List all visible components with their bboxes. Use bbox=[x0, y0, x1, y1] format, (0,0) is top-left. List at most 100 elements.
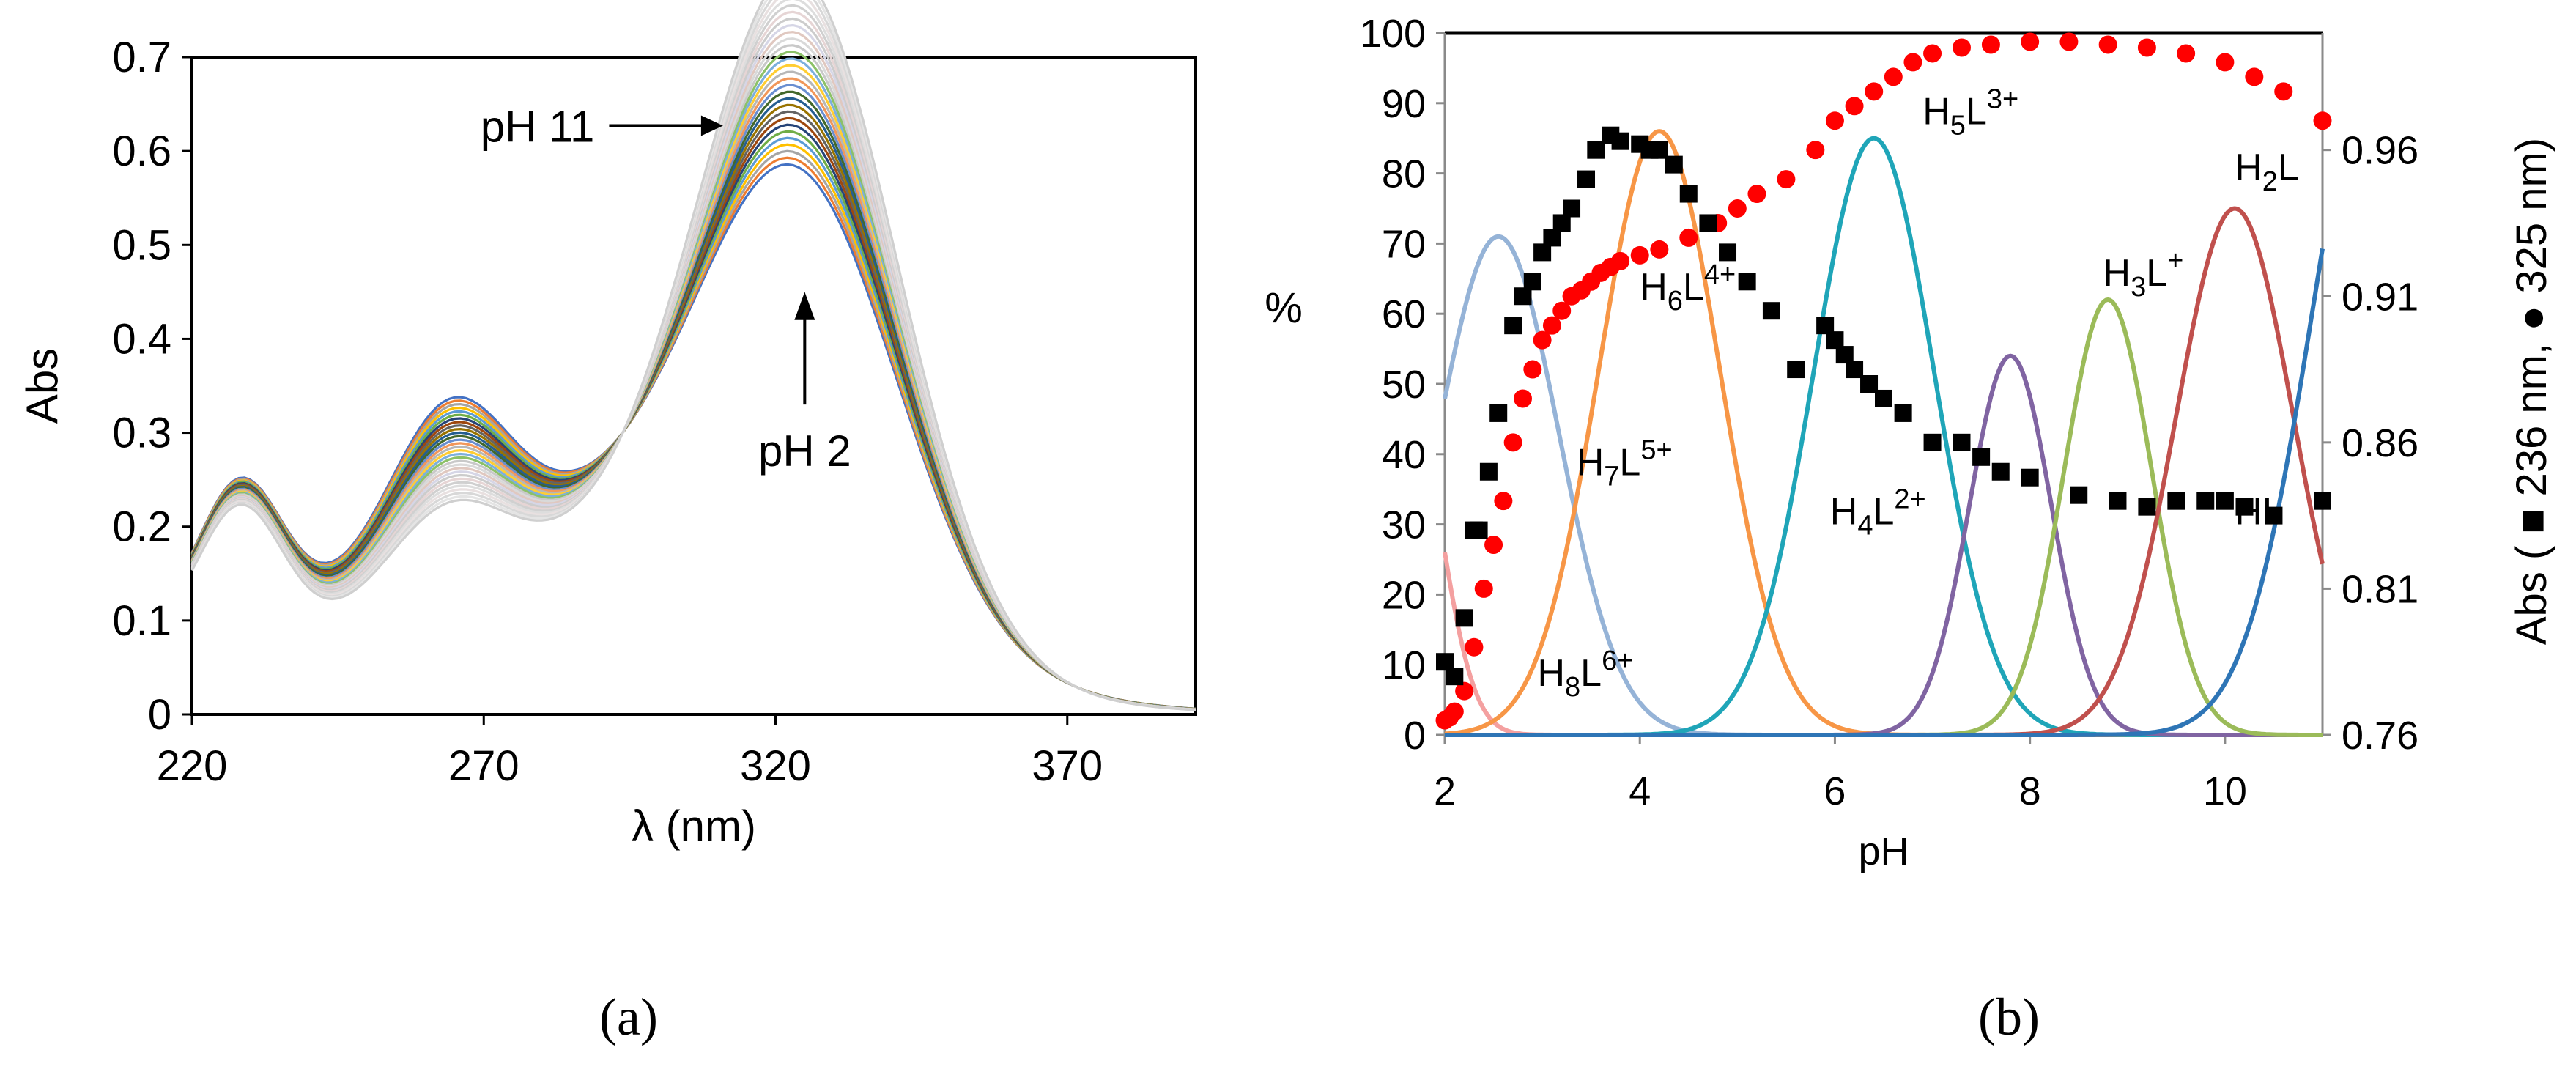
abs236-point bbox=[2021, 468, 2039, 487]
species-label-H5L3+: H5L3+ bbox=[1922, 84, 2018, 141]
x-tick-label-b: 6 bbox=[1824, 769, 1846, 813]
abs236-point bbox=[1972, 448, 1991, 466]
abs325-point bbox=[1503, 433, 1522, 452]
abs325-point bbox=[2245, 67, 2264, 86]
y-tick-label-left-b: 80 bbox=[1382, 152, 1426, 196]
panel-b-caption: (b) bbox=[1978, 988, 2040, 1046]
spectrum-line bbox=[190, 57, 1196, 711]
abs325-point bbox=[1650, 240, 1669, 259]
x-axis-title-b: pH bbox=[1858, 829, 1909, 873]
abs236-point bbox=[2196, 492, 2215, 510]
spectrum-line bbox=[190, 4, 1196, 711]
abs325-point bbox=[1474, 579, 1493, 598]
spectrum-line bbox=[190, 10, 1196, 711]
abs325-point bbox=[1445, 702, 1464, 721]
abs325-point bbox=[2313, 111, 2332, 130]
panel-a-chart: 220 270 320 370 0 0.1 0.2 0.3 0.4 0.5 0.6 0.7 λ (nm)… bbox=[18, 0, 1197, 851]
abs236-point bbox=[1991, 462, 2010, 481]
abs236-point bbox=[2235, 498, 2254, 516]
y-tick-label-a: 0.4 bbox=[112, 315, 171, 363]
species-label-H2L: H2L bbox=[2235, 147, 2299, 197]
abs325-point bbox=[1903, 53, 1922, 72]
abs236-point bbox=[1470, 521, 1488, 539]
y-tick-label-left-b: 40 bbox=[1382, 433, 1426, 477]
annotation-ph2-arrowhead bbox=[794, 292, 815, 320]
abs236-point bbox=[2167, 492, 2185, 510]
panel-b-chart: 2 4 6 8 1001020304050607080901000.760.810.86… bbox=[1265, 12, 2555, 873]
spectrum-line bbox=[190, 17, 1196, 711]
spectrum-line bbox=[190, 110, 1196, 711]
species-label-H3L+: H3L+ bbox=[2103, 245, 2184, 303]
spectrum-line bbox=[190, 0, 1196, 711]
y-tick-label-a: 0.7 bbox=[112, 34, 171, 81]
annotation-ph11: pH 11 bbox=[481, 103, 595, 152]
y-tick-label-left-b: 10 bbox=[1382, 643, 1426, 687]
y-axis-title-a: Abs bbox=[18, 348, 67, 424]
abs236-point bbox=[1563, 199, 1581, 218]
abs236-point bbox=[2070, 486, 2088, 504]
x-tick-label-b: 10 bbox=[2203, 769, 2247, 813]
x-tick-label-b: 8 bbox=[2019, 769, 2041, 813]
abs236-point bbox=[1738, 273, 1756, 291]
y-tick-label-right-b: 0.86 bbox=[2342, 421, 2418, 465]
abs325-point bbox=[1630, 245, 1649, 265]
y-tick-label-left-b: 60 bbox=[1382, 292, 1426, 336]
spectrum-line bbox=[190, 30, 1196, 711]
y-tick-label-left-b: 100 bbox=[1360, 12, 1426, 56]
species-labels: H8L6+ H7L5+ H6L4+ H5L3+ H4L2+ H3L+ H2L HL bbox=[1537, 84, 2298, 703]
abs325-point bbox=[2216, 53, 2235, 72]
abs236-point bbox=[2216, 492, 2234, 510]
spectrum-line bbox=[190, 0, 1196, 711]
spectrum-line bbox=[190, 0, 1196, 711]
abs325-point bbox=[1865, 82, 1884, 101]
panel-a-caption: (a) bbox=[599, 988, 658, 1046]
absorbance-325-series bbox=[1435, 32, 2332, 730]
abs236-point bbox=[1894, 404, 1912, 422]
y-tick-label-left-b: 0 bbox=[1404, 714, 1426, 758]
x-tick-label-a: 370 bbox=[1032, 742, 1103, 790]
abs325-point bbox=[1523, 360, 1542, 379]
y-tick-label-left-b: 70 bbox=[1382, 222, 1426, 266]
species-label-H7L5+: H7L5+ bbox=[1577, 435, 1673, 492]
species-curves bbox=[1443, 129, 2325, 737]
y-tick-label-right-b: 0.76 bbox=[2342, 714, 2418, 758]
y-tick-label-a: 0.1 bbox=[112, 597, 171, 645]
abs325-point bbox=[1542, 316, 1561, 335]
absorbance-236-series bbox=[1436, 126, 2331, 686]
abs325-point bbox=[1494, 492, 1513, 511]
x-tick-label-a: 320 bbox=[740, 742, 811, 790]
y-tick-label-a: 0 bbox=[148, 691, 171, 739]
abs236-point bbox=[1699, 214, 1717, 232]
abs325-point bbox=[1981, 35, 2000, 54]
abs236-point bbox=[2138, 498, 2156, 516]
abs325-point bbox=[2098, 35, 2117, 54]
abs236-point bbox=[2109, 492, 2127, 510]
y-tick-label-a: 0.5 bbox=[112, 221, 171, 269]
abs325-point bbox=[1513, 389, 1532, 408]
spectra-series-group bbox=[190, 0, 1196, 711]
abs236-point bbox=[2314, 492, 2331, 510]
abs236-point bbox=[1923, 433, 1942, 451]
abs236-point bbox=[1665, 155, 1683, 174]
spectrum-line bbox=[190, 70, 1196, 711]
abs325-point bbox=[1455, 681, 1474, 701]
abs325-point bbox=[1533, 330, 1552, 350]
abs325-point bbox=[1777, 170, 1796, 189]
spectrum-line bbox=[190, 64, 1196, 711]
spectrum-line bbox=[190, 44, 1196, 711]
y-axis-title-left-b: % bbox=[1265, 284, 1303, 332]
abs236-point bbox=[1577, 170, 1596, 188]
abs236-point bbox=[1679, 185, 1698, 203]
abs325-point bbox=[1465, 637, 1484, 657]
abs236-point bbox=[1504, 317, 1522, 335]
spectrum-line bbox=[190, 37, 1196, 711]
y-tick-label-left-b: 50 bbox=[1382, 363, 1426, 407]
abs325-point bbox=[1484, 536, 1503, 555]
spectrum-line bbox=[190, 77, 1196, 711]
abs325-point bbox=[1952, 38, 1971, 57]
abs325-point bbox=[1884, 67, 1903, 86]
x-tick-label-a: 220 bbox=[157, 742, 228, 790]
spectrum-line bbox=[190, 97, 1196, 711]
abs236-point bbox=[1523, 273, 1541, 291]
